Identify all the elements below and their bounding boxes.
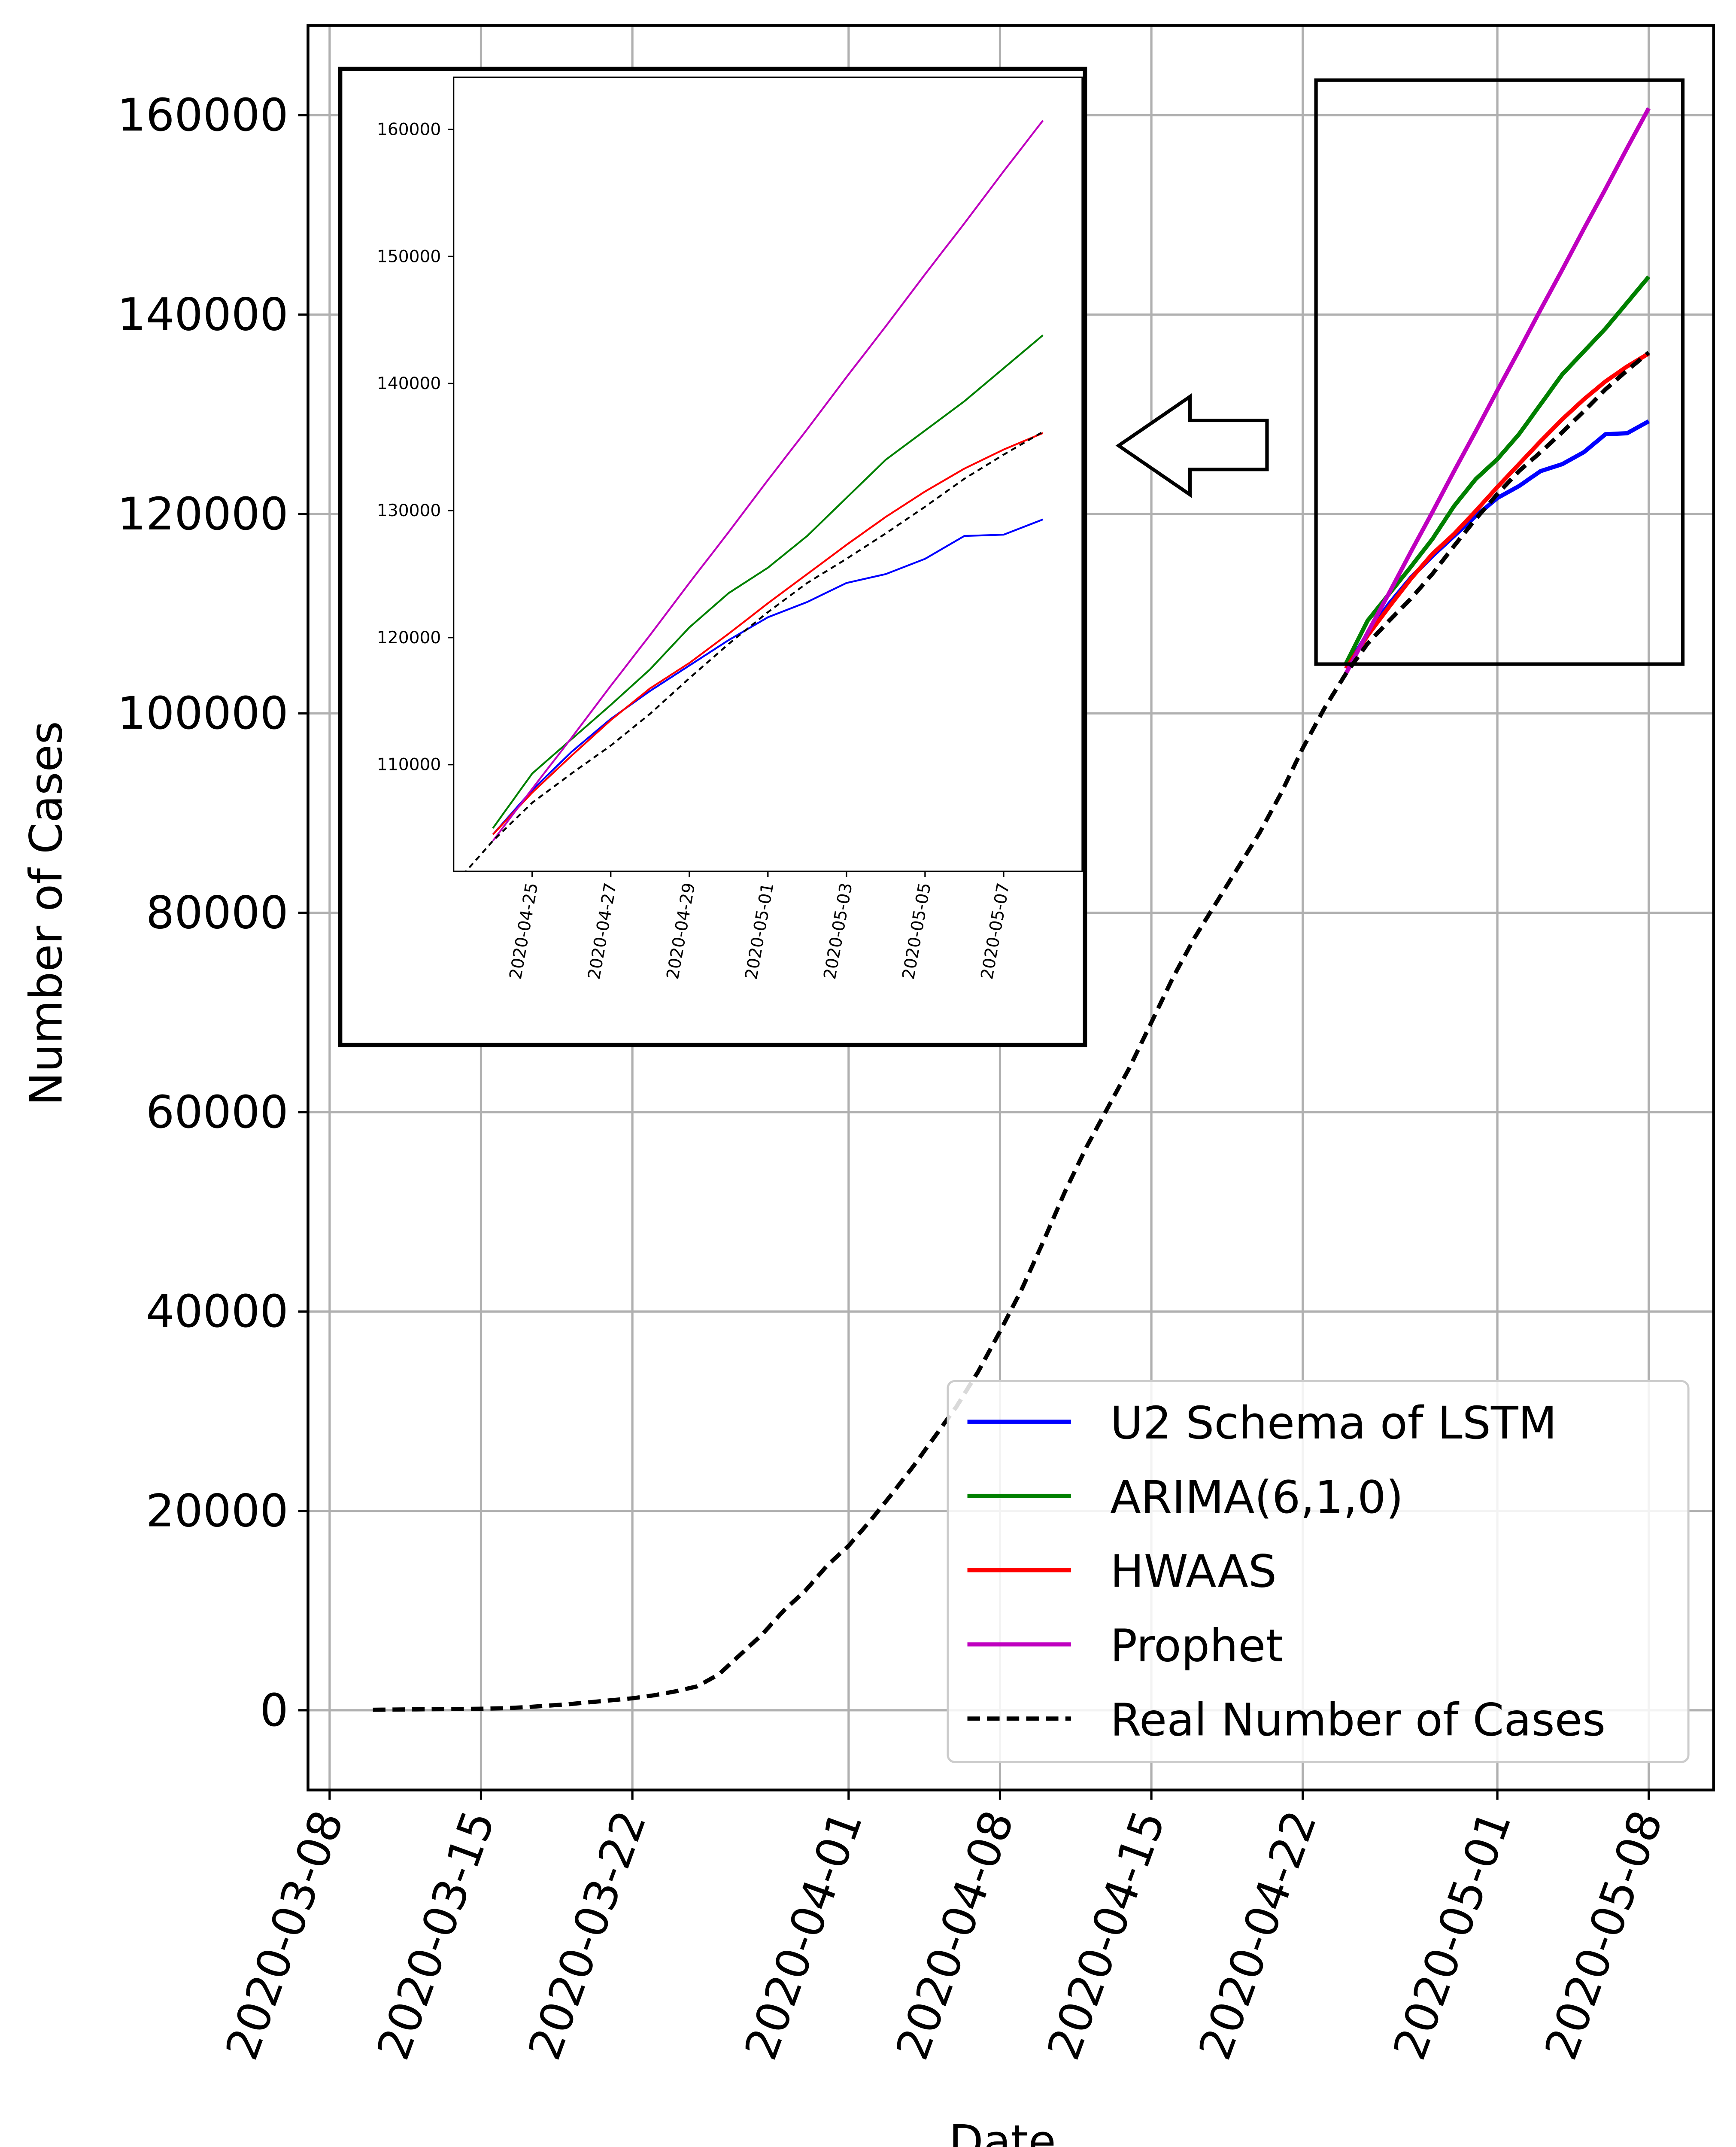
y-tick-label: 160000 — [117, 89, 288, 141]
series-line — [492, 518, 1044, 835]
inset-y-tick-label: 130000 — [377, 501, 441, 520]
zoom-box — [1314, 78, 1685, 666]
inset-y-tick-label: 160000 — [377, 120, 441, 139]
inset-y-tick-label: 150000 — [377, 247, 441, 266]
y-tick-label: 120000 — [117, 488, 288, 540]
inset-y-tick-label: 140000 — [377, 374, 441, 393]
plot-area — [373, 107, 1651, 1712]
inset-y-tick-label: 110000 — [377, 755, 441, 775]
legend-label: ARIMA(6,1,0) — [1110, 1471, 1403, 1524]
legend-label: Real Number of Cases — [1110, 1694, 1605, 1746]
inset-frame — [338, 67, 1087, 1047]
zoom-arrow — [1115, 393, 1269, 498]
series-line — [492, 335, 1044, 829]
x-axis-label: Date — [949, 2115, 1056, 2147]
series-line — [1344, 275, 1651, 665]
legend-label: U2 Schema of LSTM — [1110, 1397, 1557, 1449]
series-line — [1344, 352, 1650, 670]
y-tick-label: 80000 — [146, 887, 288, 939]
y-axis-label: Number of Cases — [20, 721, 72, 1106]
y-tick-label: 40000 — [146, 1285, 288, 1338]
y-tick-label: 20000 — [146, 1484, 288, 1537]
y-tick-label: 100000 — [117, 687, 288, 739]
series-line — [464, 431, 1044, 872]
legend-label: Prophet — [1110, 1620, 1283, 1672]
legend-label: HWAAS — [1110, 1545, 1277, 1598]
legend-box — [947, 1380, 1690, 1763]
y-tick-label: 60000 — [146, 1086, 288, 1138]
axes-frame — [307, 24, 1715, 1791]
legend: U2 Schema of LSTM ARIMA(6,1,0) HWAAS Prophe… — [947, 1380, 1690, 1763]
y-tick-label: 140000 — [117, 289, 288, 341]
y-tick-label: 0 — [260, 1684, 288, 1736]
series-line — [373, 351, 1650, 1712]
inset-plot-area — [464, 120, 1044, 872]
inset-y-tick-label: 120000 — [377, 628, 441, 648]
series-line — [1344, 107, 1651, 675]
series-line — [492, 432, 1044, 835]
series-line — [492, 120, 1044, 842]
